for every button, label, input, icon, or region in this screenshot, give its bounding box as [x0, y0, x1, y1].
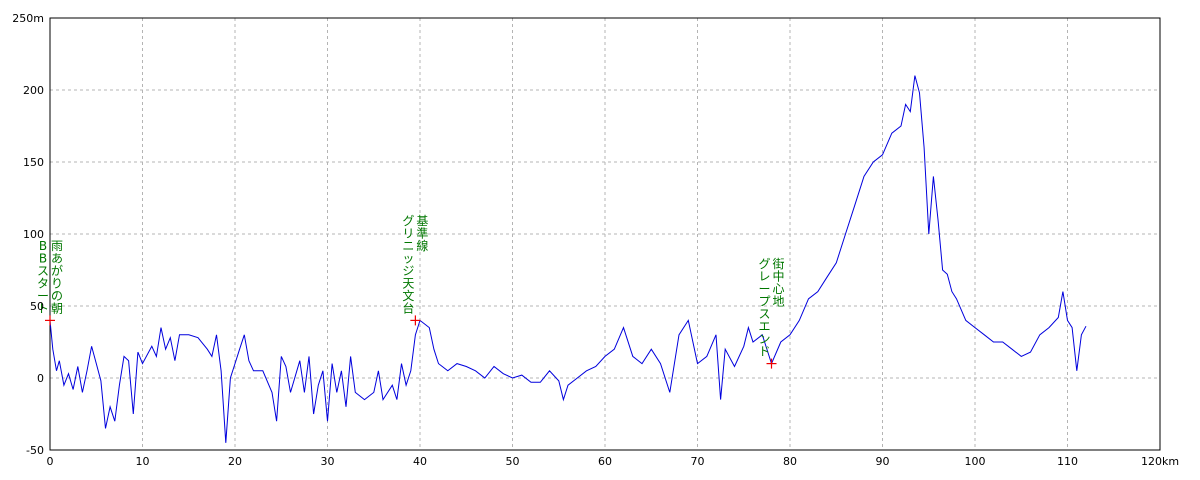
waypoint-marker-1: グリニッジ天文台基準線	[402, 214, 428, 326]
waypoint-marker-0: B B スタート雨あがりの朝	[37, 239, 63, 326]
waypoint-label: B B スタート雨あがりの朝	[37, 239, 63, 316]
waypoint-label: グリニッジ天文台基準線	[402, 214, 428, 316]
y-tick-label: 100	[23, 228, 44, 241]
x-tick-label: 90	[876, 455, 890, 468]
x-tick-label: 60	[598, 455, 612, 468]
plot-frame	[49, 17, 1161, 451]
x-tick-label: 0	[47, 455, 54, 468]
grid-lines	[50, 18, 1160, 450]
y-axis-ticks: -50 0 50 100 150 200	[23, 84, 44, 457]
y-axis-unit-label: 250m	[12, 12, 44, 25]
waypoint-marker-2: グレープスエンド街中心地	[758, 257, 785, 369]
x-tick-label: 30	[321, 455, 335, 468]
x-axis-ticks: 0 10 20 30 40 50 60 70 80 90 100 110	[47, 455, 1079, 468]
x-tick-label: 40	[413, 455, 427, 468]
y-tick-label: -50	[26, 444, 44, 457]
y-tick-label: 0	[37, 372, 44, 385]
x-axis-unit-label: 120km	[1141, 455, 1179, 468]
x-tick-label: 70	[691, 455, 705, 468]
elevation-series-line	[49, 75, 1087, 443]
waypoint-label: グレープスエンド街中心地	[758, 257, 784, 359]
x-tick-label: 80	[783, 455, 797, 468]
x-tick-label: 20	[228, 455, 242, 468]
y-tick-label: 150	[23, 156, 44, 169]
x-tick-label: 100	[965, 455, 986, 468]
x-tick-label: 50	[506, 455, 520, 468]
y-tick-label: 200	[23, 84, 44, 97]
x-tick-label: 10	[136, 455, 150, 468]
x-tick-label: 110	[1057, 455, 1078, 468]
y-tick-label: 50	[30, 300, 44, 313]
waypoint-markers: B B スタート雨あがりの朝 グリニッジ天文台基準線 グレープスエンド街中心地	[37, 214, 785, 369]
